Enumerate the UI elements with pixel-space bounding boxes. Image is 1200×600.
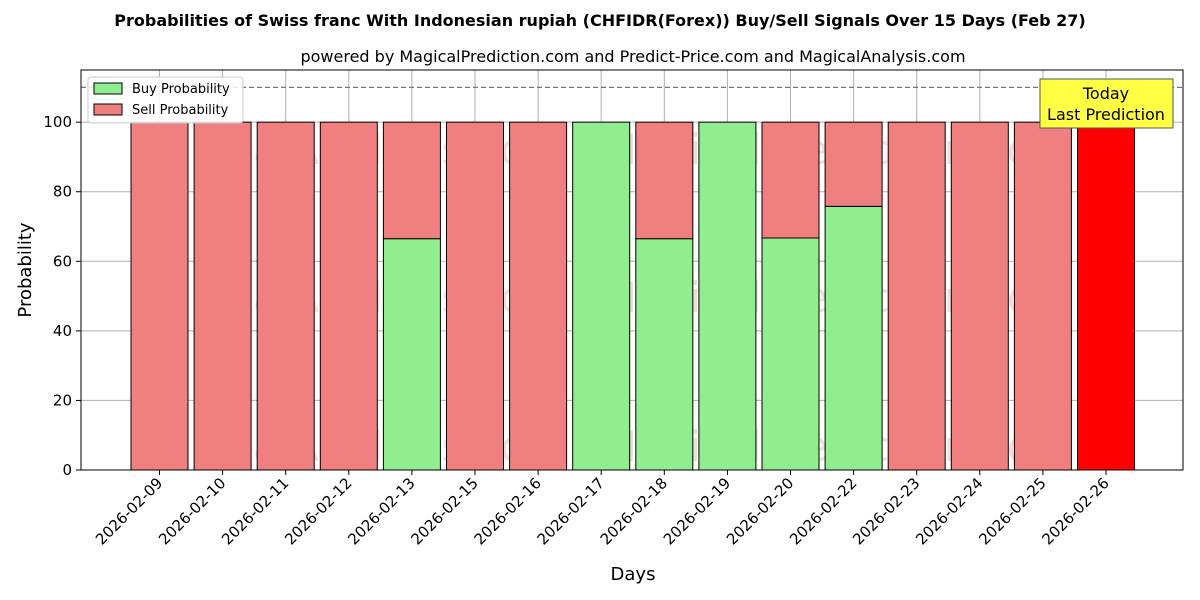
- bar-sell: [1013, 121, 1072, 471]
- y-tick-label: 80: [53, 183, 72, 201]
- bar-sell-today: [1077, 121, 1135, 471]
- legend: Buy Probability Sell Probability: [87, 76, 244, 124]
- x-tick-label: 2026-02-09: [92, 474, 166, 548]
- x-axis-label: Days: [611, 564, 656, 585]
- legend-label: Buy Probability: [132, 82, 230, 97]
- x-tick-label: 2026-02-17: [534, 474, 608, 548]
- bar-sell: [382, 121, 441, 240]
- chart-title: Probabilities of Swiss franc With Indone…: [114, 11, 1086, 30]
- bar-buy: [382, 238, 441, 471]
- bar-buy: [572, 121, 631, 471]
- x-tick-label: 2026-02-20: [723, 474, 797, 548]
- x-tick-label: 2026-02-25: [975, 474, 1049, 548]
- x-tick-label: 2026-02-23: [849, 474, 923, 548]
- bars-layer: [130, 121, 1135, 471]
- legend-swatch: [93, 82, 123, 95]
- x-tick-label: 2026-02-15: [407, 474, 481, 548]
- annotation-line-1: Today: [1082, 84, 1129, 103]
- y-tick-label: 40: [53, 322, 72, 340]
- x-tick-label: 2026-02-26: [1038, 474, 1112, 548]
- bar-sell: [446, 121, 504, 471]
- x-tick-label: 2026-02-12: [281, 474, 355, 548]
- legend-swatch: [93, 103, 123, 116]
- today-annotation: Today Last Prediction: [1039, 78, 1174, 129]
- x-tick-label: 2026-02-10: [155, 474, 229, 548]
- x-tick-label: 2026-02-19: [660, 474, 734, 548]
- bar-sell: [635, 121, 694, 240]
- y-tick-label: 20: [53, 391, 72, 409]
- bar-sell: [193, 121, 252, 471]
- bar-sell: [824, 121, 883, 207]
- x-tick-label: 2026-02-18: [597, 474, 671, 548]
- x-tick-label: 2026-02-11: [218, 474, 292, 548]
- bar-sell: [887, 121, 946, 471]
- bar-sell: [130, 121, 189, 471]
- y-tick-label: 60: [53, 252, 72, 270]
- x-tick-label: 2026-02-16: [471, 474, 545, 548]
- plot-frame: [80, 69, 1184, 471]
- y-tick-label: 100: [43, 113, 72, 131]
- bar-buy: [698, 121, 757, 471]
- annotation-line-2: Last Prediction: [1047, 105, 1165, 124]
- x-tick-label: 2026-02-24: [912, 474, 986, 548]
- x-tick-label: 2026-02-13: [344, 474, 418, 548]
- y-axis-ticks: 0 20 40 60 80 100: [43, 113, 81, 479]
- x-tick-label: 2026-02-22: [786, 474, 860, 548]
- bar-sell: [509, 121, 568, 471]
- bar-buy: [761, 237, 820, 471]
- y-axis-label: Probability: [15, 222, 36, 317]
- y-tick-label: 0: [62, 461, 72, 479]
- x-axis-ticks: 2026-02-092026-02-102026-02-112026-02-12…: [92, 470, 1113, 548]
- bar-sell: [761, 121, 820, 239]
- chart-subtitle: powered by MagicalPrediction.com and Pre…: [300, 47, 965, 66]
- bar-sell: [950, 121, 1009, 471]
- legend-box: [87, 76, 244, 124]
- legend-label: Sell Probability: [132, 103, 229, 118]
- bar-buy: [635, 238, 694, 471]
- bar-buy: [824, 205, 883, 471]
- bar-sell: [256, 121, 315, 471]
- annotation-box: [1039, 78, 1174, 129]
- bar-sell: [319, 121, 378, 471]
